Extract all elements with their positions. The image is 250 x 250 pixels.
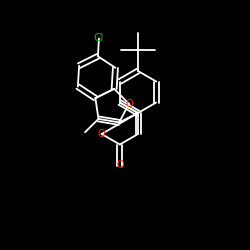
Text: O: O xyxy=(98,129,106,139)
Text: O: O xyxy=(116,160,124,170)
Text: Cl: Cl xyxy=(94,34,104,43)
Text: O: O xyxy=(125,99,133,109)
